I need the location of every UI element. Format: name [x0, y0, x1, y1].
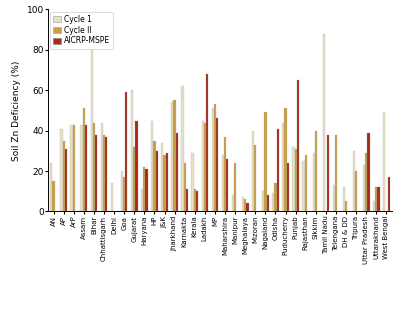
Bar: [121, 171, 123, 211]
Bar: [297, 80, 299, 211]
Bar: [90, 40, 93, 211]
Bar: [315, 131, 317, 211]
Bar: [93, 123, 95, 211]
Bar: [224, 137, 226, 211]
Bar: [272, 193, 274, 211]
Bar: [174, 100, 176, 211]
Bar: [355, 171, 357, 211]
Bar: [192, 153, 194, 211]
Bar: [125, 92, 128, 211]
Bar: [65, 149, 67, 211]
Bar: [353, 151, 355, 211]
Bar: [153, 141, 156, 211]
Bar: [244, 199, 246, 211]
Bar: [234, 163, 236, 211]
Bar: [50, 163, 52, 211]
Bar: [133, 147, 135, 211]
Bar: [212, 109, 214, 211]
Legend: Cycle 1, Cycle II, AICRP-MSPE: Cycle 1, Cycle II, AICRP-MSPE: [50, 12, 113, 49]
Bar: [60, 129, 62, 211]
Bar: [345, 202, 347, 211]
Bar: [327, 135, 329, 211]
Bar: [83, 109, 85, 211]
Bar: [73, 124, 75, 211]
Bar: [123, 177, 125, 211]
Bar: [141, 189, 143, 211]
Bar: [80, 124, 83, 211]
Bar: [383, 112, 385, 211]
Bar: [95, 135, 97, 211]
Bar: [135, 120, 138, 211]
Bar: [365, 153, 367, 211]
Bar: [156, 151, 158, 211]
Bar: [184, 163, 186, 211]
Bar: [171, 102, 174, 211]
Bar: [302, 161, 305, 211]
Bar: [194, 189, 196, 211]
Bar: [335, 135, 337, 211]
Bar: [214, 104, 216, 211]
Bar: [305, 155, 307, 211]
Bar: [322, 34, 325, 211]
Bar: [52, 181, 55, 211]
Bar: [388, 177, 390, 211]
Bar: [196, 191, 198, 211]
Bar: [164, 155, 166, 211]
Bar: [276, 129, 279, 211]
Bar: [242, 197, 244, 211]
Bar: [216, 118, 218, 211]
Bar: [186, 189, 188, 211]
Bar: [206, 74, 208, 211]
Bar: [367, 132, 370, 211]
Bar: [204, 123, 206, 211]
Bar: [333, 185, 335, 211]
Bar: [146, 169, 148, 211]
Y-axis label: Soil Zn Deficiency (%): Soil Zn Deficiency (%): [12, 60, 21, 160]
Bar: [282, 123, 284, 211]
Bar: [111, 183, 113, 211]
Bar: [287, 163, 289, 211]
Bar: [262, 191, 264, 211]
Bar: [252, 131, 254, 211]
Bar: [62, 141, 65, 211]
Bar: [202, 120, 204, 211]
Bar: [70, 124, 73, 211]
Bar: [294, 149, 297, 211]
Bar: [254, 145, 256, 211]
Bar: [226, 159, 228, 211]
Bar: [103, 135, 105, 211]
Bar: [274, 183, 276, 211]
Bar: [131, 90, 133, 211]
Bar: [264, 112, 266, 211]
Bar: [373, 202, 375, 211]
Bar: [284, 109, 287, 211]
Bar: [105, 137, 107, 211]
Bar: [143, 167, 146, 211]
Bar: [378, 187, 380, 211]
Bar: [85, 124, 87, 211]
Bar: [222, 155, 224, 211]
Bar: [101, 123, 103, 211]
Bar: [266, 195, 269, 211]
Bar: [343, 187, 345, 211]
Bar: [292, 147, 294, 211]
Bar: [375, 187, 378, 211]
Bar: [363, 165, 365, 211]
Bar: [181, 86, 184, 211]
Bar: [246, 203, 248, 211]
Bar: [232, 195, 234, 211]
Bar: [151, 120, 153, 211]
Bar: [312, 153, 315, 211]
Bar: [166, 153, 168, 211]
Bar: [161, 143, 164, 211]
Bar: [176, 132, 178, 211]
